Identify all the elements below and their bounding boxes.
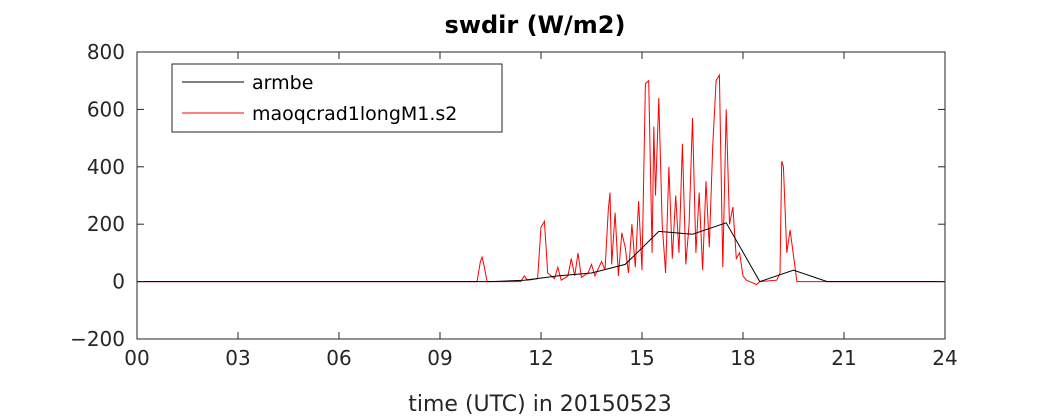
y-tick-label: −200: [70, 327, 125, 351]
chart-title: swdir (W/m2): [445, 11, 626, 39]
x-tick-label: 03: [225, 346, 250, 370]
legend-box: [171, 63, 503, 133]
x-tick-label: 12: [528, 346, 553, 370]
y-tick-label: 800: [87, 40, 125, 64]
x-tick-label: 15: [629, 346, 654, 370]
y-tick-label: 600: [87, 97, 125, 121]
x-tick-label: 09: [427, 346, 452, 370]
x-tick-label: 06: [326, 346, 351, 370]
y-tick-label: 0: [112, 270, 125, 294]
legend: armbe maoqcrad1longM1.s2: [171, 63, 503, 133]
x-axis-label: time (UTC) in 20150523: [408, 392, 672, 417]
x-tick-label: 00: [124, 346, 149, 370]
x-tick-label: 21: [831, 346, 856, 370]
series-line-0: [137, 222, 945, 283]
x-tick-label: 18: [730, 346, 755, 370]
x-tick-label: 24: [932, 346, 957, 370]
legend-label-0: armbe: [252, 72, 313, 94]
legend-label-1: maoqcrad1longM1.s2: [252, 103, 457, 125]
series-layer: [137, 73, 945, 286]
y-tick-label: 200: [87, 212, 125, 236]
y-tick-label: 400: [87, 155, 125, 179]
series-line-1: [137, 73, 945, 286]
